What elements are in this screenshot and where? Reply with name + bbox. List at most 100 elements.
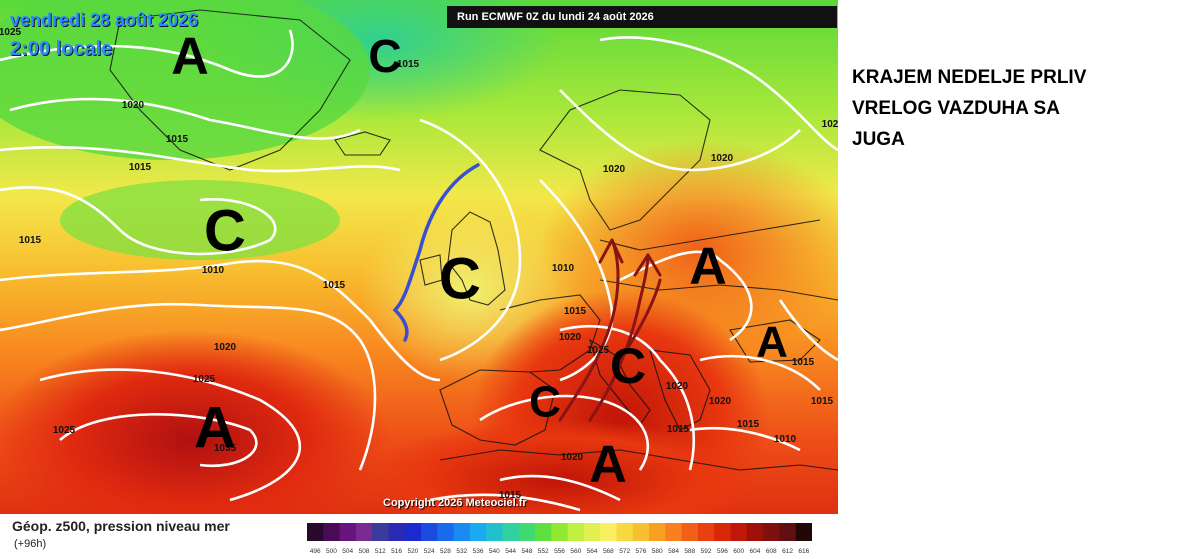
legend-title: Géop. z500, pression niveau mer: [12, 518, 230, 534]
legend-swatch: [583, 523, 601, 541]
legend-value: 560: [570, 548, 581, 555]
legend-swatch: [730, 523, 748, 541]
legend-value: 500: [326, 548, 337, 555]
isobar-label: 1020: [603, 164, 626, 175]
legend-swatch: [567, 523, 585, 541]
legend-value: 496: [310, 548, 321, 555]
high-pressure-center: A: [689, 238, 727, 296]
hot-africa: [360, 420, 760, 514]
legend-swatch: [453, 523, 471, 541]
isobar-label: 1015: [166, 134, 189, 145]
isobar-label: 1025: [587, 345, 610, 356]
legend-swatch: [632, 523, 650, 541]
legend-value: 520: [407, 548, 418, 555]
legend-value: 504: [342, 548, 353, 555]
legend-swatch: [714, 523, 732, 541]
legend-swatch: [323, 523, 341, 541]
headline-line: VRELOG VAZDUHA SA: [852, 98, 1060, 119]
legend-value: 568: [603, 548, 614, 555]
isobar-label: 1015: [19, 235, 42, 246]
isobar-label: 102: [822, 119, 838, 130]
valid-time: 2:00 locale: [10, 38, 113, 60]
low-pressure-center: C: [610, 338, 646, 394]
legend-value: 544: [505, 548, 516, 555]
legend-value: 588: [684, 548, 695, 555]
isobar-label: 1020: [122, 100, 145, 111]
isobars: [0, 29, 838, 512]
legend-swatch: [339, 523, 357, 541]
isobar-label: 1015: [667, 424, 690, 435]
legend-value: 512: [375, 548, 386, 555]
legend-swatch: [600, 523, 618, 541]
legend-swatch: [355, 523, 373, 541]
isobar-label: 1010: [202, 265, 225, 276]
isobar-label: 1020: [214, 342, 237, 353]
isobar-label: 1020: [709, 396, 732, 407]
legend-swatch: [486, 523, 503, 541]
legend-swatch: [437, 523, 455, 541]
legend-swatch: [388, 523, 406, 541]
isobar-label: 1015: [811, 396, 834, 407]
green-low-west: [0, 0, 370, 160]
legend-value: 516: [391, 548, 402, 555]
legend-value: 572: [619, 548, 630, 555]
high-pressure-center: A: [194, 395, 236, 460]
isobar-label: 1020: [711, 153, 734, 164]
copyright: Copyright 2026 Meteociel.fr: [383, 497, 527, 509]
weather-map: 1015 1020 1015 1015 1015 1010 1015 1020 1025 1025…: [0, 0, 838, 514]
low-pressure-center: C: [368, 30, 401, 82]
legend-value: 576: [636, 548, 647, 555]
headline: KRAJEM NEDELJE PRLIV VRELOG VAZDUHA SA J…: [852, 62, 1192, 155]
high-pressure-center: A: [589, 436, 627, 494]
isobar-labels: 1015 1020 1015 1015 1015 1010 1015 1020 1025 1025…: [0, 27, 838, 501]
color-legend: 496 500 504 508 512 516 520 524 528 532 536 540 544 5…: [307, 523, 812, 555]
headline-line: JUGA: [852, 129, 905, 150]
isobar-label: 1020: [561, 452, 584, 463]
legend-subtitle: (+96h): [14, 538, 47, 550]
legend-swatch: [469, 523, 487, 541]
isobar-label: 1015: [737, 419, 760, 430]
isobar-label: 1015: [499, 490, 522, 501]
legend-value: 556: [554, 548, 565, 555]
legend-value: 616: [798, 548, 809, 555]
legend-swatch: [763, 523, 780, 541]
isobar-label: 1015: [129, 162, 152, 173]
legend-swatch: [404, 523, 422, 541]
run-banner: Run ECMWF 0Z du lundi 24 août 2026: [447, 6, 837, 28]
isobar-label: 1010: [774, 434, 797, 445]
legend-swatch: [665, 523, 683, 541]
headline-line: KRAJEM NEDELJE PRLIV: [852, 67, 1087, 88]
low-pressure-center: C: [439, 246, 481, 311]
legend-value: 600: [733, 548, 744, 555]
hot-atlantic: [0, 330, 390, 514]
legend-value: 584: [668, 548, 679, 555]
legend-swatch: [502, 523, 520, 541]
legend-swatch: [535, 523, 552, 541]
legend-value: 532: [456, 548, 467, 555]
legend-swatch: [697, 523, 715, 541]
legend-value: 552: [538, 548, 549, 555]
isobar-label: 1025: [53, 425, 76, 436]
legend-value: 612: [782, 548, 793, 555]
trough-line: [392, 163, 480, 342]
legend-swatch: [551, 523, 569, 541]
isobar-label: 1025: [193, 374, 216, 385]
isobar-label: 1015: [792, 357, 815, 368]
legend-value: 528: [440, 548, 451, 555]
legend-swatch: [518, 523, 536, 541]
legend-value: 580: [652, 548, 663, 555]
isobar-label: 1015: [323, 280, 346, 291]
isobar-label: 1035: [214, 443, 237, 454]
warm-advection-arrows: [558, 238, 662, 422]
legend-value: 596: [717, 548, 728, 555]
legend-value: 508: [359, 548, 370, 555]
legend-value: 540: [489, 548, 500, 555]
isobar-label: 1015: [397, 59, 420, 70]
legend-value: 608: [766, 548, 777, 555]
legend-value: 604: [750, 548, 761, 555]
legend-swatch: [307, 523, 324, 541]
high-pressure-center: A: [171, 28, 209, 86]
isobar-label: 1010: [552, 263, 575, 274]
high-pressure-center: A: [756, 318, 788, 367]
low-pressure-center: C: [204, 198, 246, 263]
